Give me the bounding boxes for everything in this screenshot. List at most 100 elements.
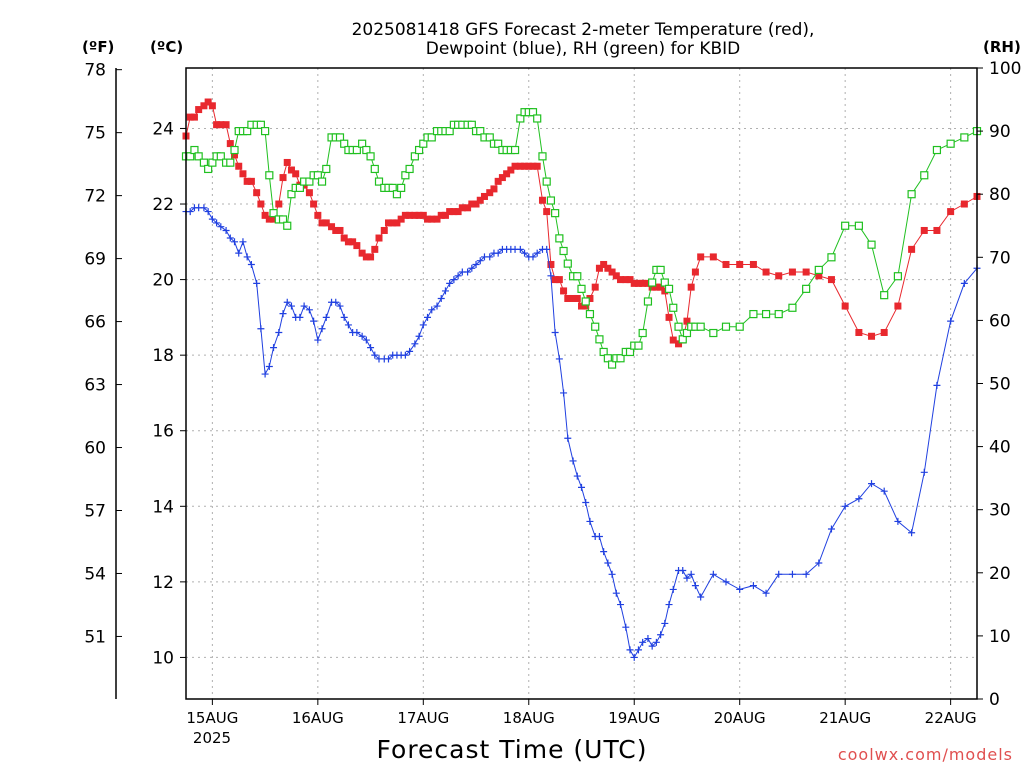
rh-point — [682, 328, 692, 338]
dewpoint-point — [683, 574, 691, 582]
temperature-point — [569, 294, 577, 302]
dewpoint-point — [314, 336, 322, 344]
celsius-tick-label: 16 — [152, 422, 174, 442]
temperature-point — [486, 189, 494, 197]
temperature-point — [437, 211, 445, 219]
temperature-point — [516, 162, 524, 170]
dewpoint-point — [217, 223, 225, 231]
rh-point — [335, 133, 345, 142]
dewpoint-point — [775, 570, 783, 578]
temperature-point — [349, 238, 357, 246]
time-tick-label: 18AUG — [503, 709, 555, 727]
rh-tick-label: 90 — [989, 122, 1011, 142]
temperature-point — [612, 272, 620, 280]
rh-point — [946, 139, 955, 148]
temperature-point — [362, 253, 370, 261]
rh-point — [551, 209, 560, 218]
rh-point — [261, 126, 270, 136]
dewpoint-point — [200, 204, 208, 212]
rh-point — [735, 322, 744, 331]
temperature-point — [243, 177, 251, 185]
dewpoint-point — [868, 480, 876, 488]
temperature-point — [498, 174, 506, 182]
series-layer — [181, 98, 982, 661]
fahrenheit-tick-label: 69 — [84, 250, 106, 270]
celsius-axis: 10 12 14 16 18 20 22 24 — [152, 119, 186, 668]
dewpoint-point — [516, 245, 524, 253]
temperature-point — [525, 162, 533, 170]
dewpoint-point — [661, 619, 669, 627]
temperature-point — [464, 204, 472, 212]
dewpoint-point — [634, 646, 642, 654]
temperature-point — [226, 140, 234, 148]
rh-tick-label: 80 — [989, 185, 1011, 205]
rh-point — [533, 114, 542, 123]
rh-point — [616, 354, 625, 363]
temperature-point — [586, 294, 594, 302]
temperature-point — [617, 276, 625, 284]
temperature-point — [827, 276, 835, 284]
rh-point — [269, 209, 278, 218]
x-axis-label: Forecast Time (UTC) — [377, 735, 648, 764]
rh-point — [410, 152, 419, 161]
dewpoint-point — [186, 208, 194, 216]
dewpoint-line — [186, 207, 978, 659]
fahrenheit-tick-label: 66 — [84, 313, 106, 333]
rh-point — [932, 145, 942, 155]
rh-point — [194, 152, 203, 161]
rh-point — [907, 190, 916, 199]
temperature-point — [661, 287, 669, 295]
rh-point — [476, 126, 485, 136]
rh-point — [226, 158, 235, 167]
rh-point — [656, 265, 665, 275]
dewpoint-point — [253, 279, 261, 287]
rh-point — [678, 335, 687, 344]
temperature-point — [446, 208, 454, 216]
dewpoint-point — [371, 351, 379, 359]
temperature-point — [521, 162, 529, 170]
fahrenheit-tick-label: 60 — [84, 439, 106, 459]
dewpoint-point — [697, 593, 705, 601]
dewpoint-point — [318, 325, 326, 333]
temperature-point — [648, 283, 656, 291]
dewpoint-point — [446, 279, 454, 287]
temperature-point — [622, 276, 630, 284]
fahrenheit-tick-label: 75 — [84, 124, 106, 144]
rh-point — [960, 133, 969, 142]
rh-point — [573, 272, 582, 281]
celsius-tick-label: 20 — [152, 271, 174, 291]
temperature-point — [283, 158, 291, 166]
rh-point — [405, 164, 414, 174]
temperature-point — [933, 226, 941, 234]
dewpoint-point — [336, 302, 344, 310]
rh-axis: 0 10 20 30 40 50 60 70 80 90 100 — [977, 59, 1021, 710]
temperature-point — [353, 242, 361, 250]
temperature-point — [441, 211, 449, 219]
temperature-point — [358, 249, 366, 257]
temperature-point — [310, 200, 318, 208]
rh-point — [814, 265, 823, 275]
dewpoint-point — [494, 249, 502, 257]
rh-point — [419, 139, 428, 148]
temperature-point — [314, 211, 322, 219]
rh-point — [555, 234, 564, 243]
dewpoint-point — [679, 567, 687, 575]
temperature-point — [389, 219, 397, 227]
dewpoint-point — [600, 548, 608, 556]
rh-point — [867, 240, 876, 249]
temperature-point — [868, 332, 876, 340]
temperature-point — [292, 170, 300, 178]
temperature-point — [697, 253, 705, 261]
temperature-point — [322, 219, 330, 227]
celsius-tick-label: 22 — [152, 195, 174, 215]
dewpoint-point — [226, 234, 234, 242]
temperature-point — [411, 211, 419, 219]
dewpoint-point — [555, 355, 563, 363]
temperature-point — [543, 208, 551, 216]
rh-point — [538, 152, 547, 161]
dewpoint-point — [231, 238, 239, 246]
rh-point — [445, 126, 454, 136]
temperature-point — [669, 336, 677, 344]
temperature-point — [600, 260, 608, 268]
rh-point — [528, 108, 538, 117]
